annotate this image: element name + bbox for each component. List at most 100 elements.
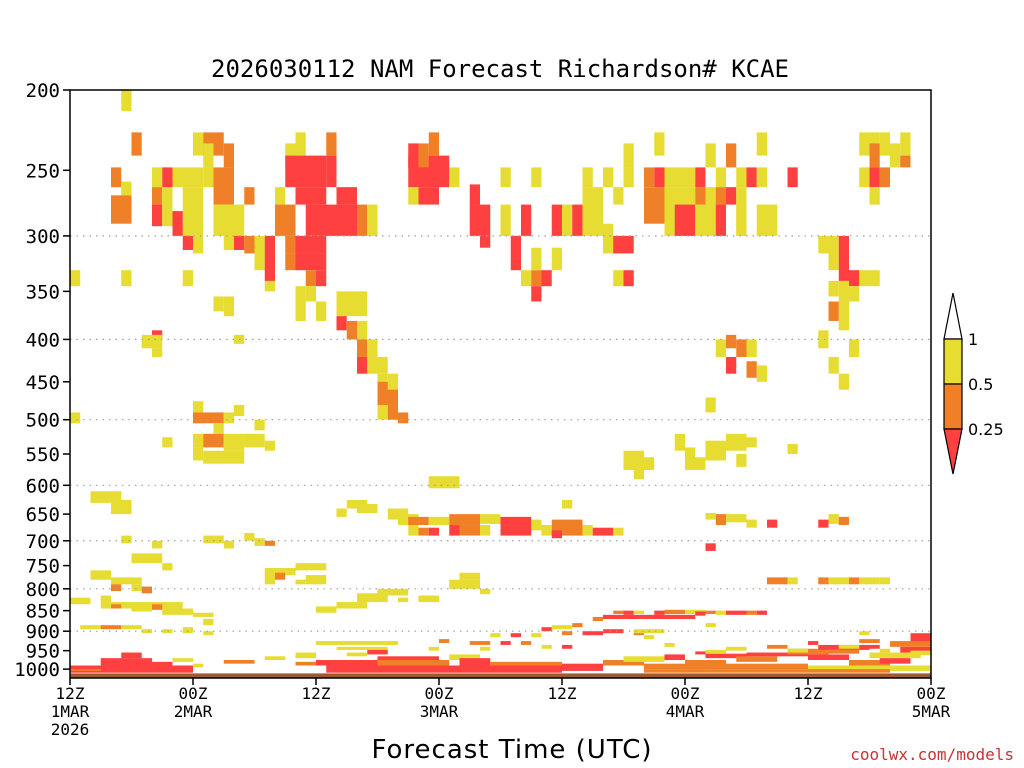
ri-cell <box>674 433 685 451</box>
ri-cell <box>531 270 542 287</box>
ri-cell <box>203 450 245 464</box>
ri-cell <box>377 660 450 666</box>
ri-cell <box>193 401 204 424</box>
x-tick-label: 4MAR <box>666 702 705 721</box>
ri-cell <box>705 397 716 413</box>
ri-cell <box>367 649 388 655</box>
ri-cell <box>336 291 368 317</box>
ri-cell <box>572 623 583 628</box>
x-tick-label: 00Z <box>917 684 946 703</box>
ri-cell <box>121 535 132 544</box>
ri-cell <box>295 253 327 271</box>
ri-cell <box>100 658 152 666</box>
ri-cell <box>264 656 286 661</box>
ri-cell <box>838 280 849 297</box>
ri-cell <box>203 433 224 448</box>
ri-cell <box>152 187 163 205</box>
ri-cell <box>756 610 767 615</box>
ri-cell <box>726 514 747 523</box>
ri-cell <box>613 235 624 254</box>
chart-title: 2026030112 NAM Forecast Richardson# KCAE <box>211 55 789 83</box>
ri-cell <box>613 610 624 615</box>
ri-cell <box>726 334 737 349</box>
ri-cell <box>264 235 275 281</box>
y-tick-label: 350 <box>26 281 60 303</box>
ri-cell <box>357 504 378 513</box>
ri-cell <box>746 339 757 357</box>
ri-cell <box>746 652 808 657</box>
color-legend: 1 0.5 0.25 <box>943 292 1004 475</box>
ri-cell <box>838 644 860 649</box>
ri-cell <box>131 553 163 564</box>
ri-cell <box>736 187 747 236</box>
legend-label: 0.5 <box>968 375 993 394</box>
y-tick-label: 850 <box>26 601 60 623</box>
ri-cell <box>182 627 193 634</box>
ri-cell <box>398 412 409 424</box>
ri-cell <box>480 525 491 536</box>
ri-cell <box>715 610 726 615</box>
ri-cell <box>316 606 337 613</box>
ri-cell <box>849 660 890 666</box>
y-tick-label: 300 <box>26 226 60 248</box>
ri-cell <box>162 563 173 571</box>
ri-cell <box>264 572 275 585</box>
ri-cell <box>223 433 245 451</box>
ri-cell <box>623 610 634 615</box>
ri-cell <box>746 167 757 188</box>
ri-cell <box>818 519 829 528</box>
ri-cell <box>705 649 726 654</box>
ri-cell <box>316 660 378 666</box>
ri-cell <box>808 654 849 661</box>
ri-cell <box>244 532 255 541</box>
ri-cell <box>541 525 552 536</box>
ri-cell <box>152 348 163 357</box>
ri-cell <box>828 577 849 585</box>
ri-cell <box>336 602 368 609</box>
ri-cell <box>357 356 368 374</box>
ri-cell <box>70 412 81 424</box>
ri-cell <box>541 644 552 649</box>
ri-cell <box>695 167 706 188</box>
ri-cell <box>715 167 726 188</box>
ri-cell <box>131 606 152 612</box>
ri-cell <box>203 619 214 626</box>
ri-cell <box>275 187 286 205</box>
ri-cell <box>285 155 327 188</box>
ri-cell <box>234 405 245 417</box>
ri-cell <box>849 577 860 585</box>
ri-cell <box>705 187 716 236</box>
ri-cell <box>377 373 388 390</box>
ri-cell <box>879 658 911 664</box>
ri-cell <box>305 204 337 236</box>
ri-cell <box>469 204 491 236</box>
ri-cell <box>223 540 234 549</box>
ri-cell <box>521 204 532 236</box>
ri-cell <box>182 187 204 236</box>
ri-cell <box>562 499 573 509</box>
ri-cell <box>367 356 388 374</box>
ri-cell <box>90 570 111 580</box>
ri-cell <box>644 663 706 670</box>
ri-cell <box>223 296 234 317</box>
ri-cell <box>111 499 132 515</box>
ri-cell <box>603 223 614 248</box>
ri-cell <box>70 669 101 671</box>
ri-cell <box>582 631 603 636</box>
y-tick-label: 600 <box>26 475 60 497</box>
ri-cell <box>193 235 204 254</box>
ri-cell <box>838 235 849 281</box>
ri-cell <box>787 577 798 585</box>
ri-cell <box>193 612 214 617</box>
ri-cell <box>367 204 378 236</box>
x-tick-label: 2026 <box>51 720 90 739</box>
ri-cell <box>152 602 183 610</box>
ri-cell <box>613 187 624 205</box>
ri-cell <box>346 320 357 340</box>
ri-cell <box>326 155 337 188</box>
ri-cell <box>726 187 737 205</box>
ri-cell <box>828 514 839 524</box>
ri-cell <box>121 90 132 111</box>
ri-cell <box>182 235 193 251</box>
